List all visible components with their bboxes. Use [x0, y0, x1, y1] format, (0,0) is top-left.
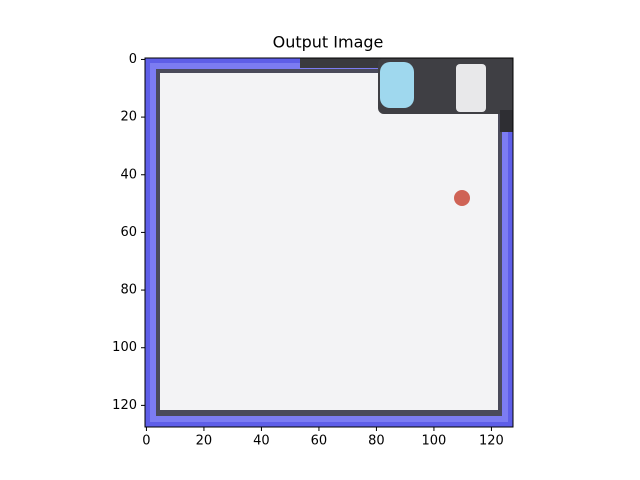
robot-gripper — [380, 62, 414, 108]
x-tick-label: 80 — [368, 434, 385, 449]
axes-frame — [144, 57, 514, 428]
y-tick-label: 100 — [112, 340, 137, 355]
chart-title: Output Image — [273, 33, 384, 52]
y-tick-label: 120 — [112, 398, 137, 413]
x-tick-label: 60 — [311, 434, 328, 449]
y-tick-label: 20 — [120, 110, 137, 125]
x-tick-label: 0 — [142, 434, 150, 449]
y-tick-label: 0 — [129, 52, 137, 67]
target-dot — [454, 190, 470, 206]
robot-arm-shadow — [500, 110, 513, 132]
image — [144, 57, 514, 428]
y-tick-label: 60 — [120, 225, 137, 240]
robot-arm-band — [456, 64, 486, 112]
y-tick-label: 80 — [120, 283, 137, 298]
y-tick-label: 40 — [120, 167, 137, 182]
x-tick-label: 40 — [253, 434, 270, 449]
table-surface — [160, 73, 498, 410]
x-tick-label: 120 — [479, 434, 504, 449]
x-tick-label: 100 — [422, 434, 447, 449]
x-tick-label: 20 — [196, 434, 213, 449]
